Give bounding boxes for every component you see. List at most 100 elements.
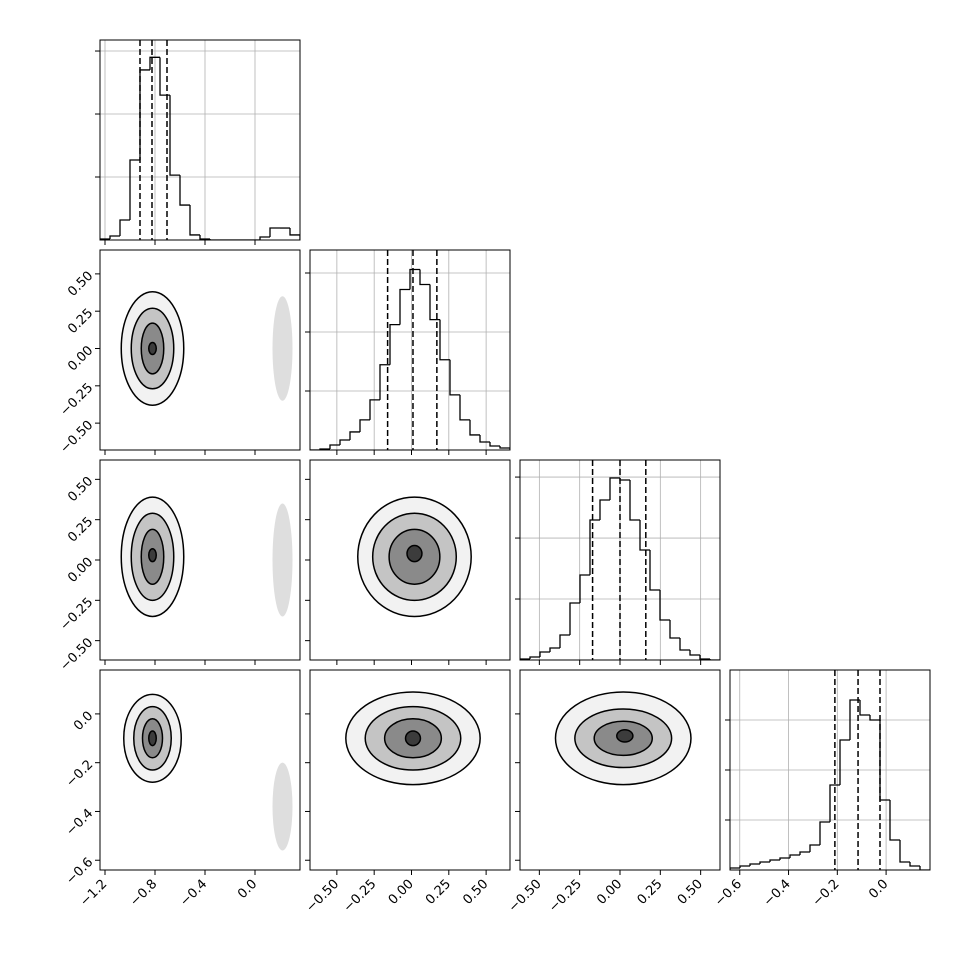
- x-tick-label: −0.2: [810, 877, 843, 910]
- y-tick-label: −0.25: [58, 381, 97, 420]
- histogram-bin: [859, 700, 870, 716]
- histogram-bin: [100, 238, 110, 240]
- y-tick-label: 0.00: [65, 555, 96, 586]
- histogram-bin: [529, 656, 540, 660]
- contour-halo: [148, 341, 157, 356]
- histogram-bin: [399, 288, 410, 325]
- histogram-bin: [730, 867, 740, 870]
- histogram-bin: [199, 234, 210, 240]
- panel-frame: [99, 39, 301, 241]
- histogram-bin: [869, 715, 880, 721]
- contour-halo: [406, 544, 423, 563]
- sample-cluster: [272, 296, 293, 401]
- contour-halo: [148, 547, 157, 563]
- histogram-bin: [439, 319, 450, 361]
- histogram-bin: [419, 269, 430, 286]
- y-tick-label: −0.4: [63, 806, 96, 839]
- histogram-bin: [849, 699, 860, 740]
- histogram-bin: [549, 647, 560, 653]
- histogram-bin: [789, 854, 800, 858]
- histogram-bin: [379, 364, 390, 400]
- histogram-bin: [879, 720, 890, 801]
- histogram-bin: [669, 620, 680, 639]
- histogram-bin: [779, 857, 790, 860]
- x-tick-label: 0.0: [235, 877, 260, 902]
- histogram-bin: [409, 268, 420, 290]
- y-tick-label: 0.50: [65, 474, 96, 505]
- histogram-bin: [619, 477, 630, 481]
- sample-cluster: [272, 762, 293, 851]
- histogram-bin: [479, 434, 490, 443]
- histogram-bin: [449, 359, 460, 396]
- histogram-bin: [169, 95, 180, 176]
- histogram-bin: [889, 800, 900, 841]
- histogram-bin: [689, 650, 700, 656]
- x-tick-label: 0.00: [386, 877, 417, 908]
- panel-frame: [309, 459, 511, 661]
- histogram-bin: [359, 419, 370, 432]
- contour-halo: [616, 729, 634, 743]
- histogram-bin: [429, 284, 440, 321]
- x-tick-label: −0.50: [506, 877, 545, 916]
- histogram-bin: [179, 175, 190, 206]
- histogram-bin: [799, 851, 810, 855]
- histogram-bin: [520, 658, 530, 660]
- histogram-bin: [569, 602, 580, 635]
- histogram-bin: [599, 499, 610, 520]
- histogram-bin: [829, 784, 840, 822]
- histogram-bin: [269, 227, 280, 237]
- x-tick-label: −0.6: [712, 877, 745, 910]
- y-tick-label: −0.50: [58, 418, 97, 457]
- histogram-bin: [769, 859, 780, 862]
- histogram-bin: [389, 323, 400, 365]
- x-tick-label: −1.2: [77, 877, 110, 910]
- y-tick-label: 0.00: [65, 343, 96, 374]
- x-tick-label: −0.50: [303, 877, 342, 916]
- histogram-bin: [589, 519, 600, 575]
- contour-halo: [404, 730, 422, 747]
- histogram-bin: [259, 236, 270, 240]
- x-tick-label: 0.50: [675, 877, 706, 908]
- x-tick-label: 0.00: [594, 877, 625, 908]
- histogram-bin: [609, 477, 620, 500]
- panel-frame: [519, 669, 721, 871]
- panel-frame: [99, 459, 301, 661]
- contour-halo: [148, 730, 157, 747]
- histogram-bin: [919, 866, 930, 870]
- histogram-bin: [839, 739, 850, 785]
- histogram-bin: [109, 235, 120, 239]
- y-tick-label: 0.25: [65, 306, 96, 337]
- histogram-bin: [189, 205, 200, 236]
- histogram-bin: [909, 862, 920, 867]
- histogram-bin: [369, 399, 380, 420]
- histogram-bin: [579, 574, 590, 603]
- histogram-bin: [499, 445, 510, 450]
- x-tick-label: 0.25: [423, 877, 454, 908]
- panel-frame: [99, 669, 301, 871]
- histogram-bin: [899, 840, 910, 863]
- histogram-bin: [679, 637, 690, 651]
- x-tick-label: −0.8: [127, 877, 160, 910]
- histogram-bin: [749, 863, 760, 866]
- panel-frame: [729, 669, 931, 871]
- y-tick-label: −0.6: [63, 855, 96, 888]
- histogram-bin: [129, 159, 140, 221]
- histogram-bin: [819, 821, 830, 845]
- histogram-bin: [709, 659, 720, 660]
- x-tick-label: −0.25: [546, 877, 585, 916]
- histogram-bin: [119, 219, 130, 237]
- histogram-bin: [649, 550, 660, 591]
- histogram-bin: [639, 520, 650, 551]
- histogram-bin: [629, 480, 640, 521]
- sample-cluster: [272, 503, 293, 617]
- y-tick-label: −0.25: [58, 595, 97, 634]
- histogram-bin: [559, 634, 570, 648]
- y-tick-label: 0.25: [65, 514, 96, 545]
- histogram-bin: [809, 844, 820, 852]
- x-tick-label: −0.25: [341, 877, 380, 916]
- histogram-bin: [759, 861, 770, 864]
- y-tick-label: −0.2: [63, 757, 96, 790]
- histogram-bin: [739, 865, 750, 868]
- y-tick-label: 0.50: [65, 269, 96, 300]
